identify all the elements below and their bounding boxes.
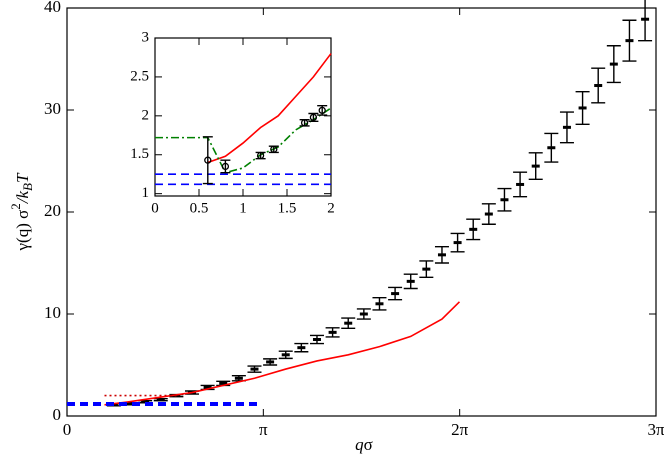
- point: [406, 279, 415, 283]
- x-tick-label: 0.5: [190, 200, 209, 216]
- x-tick-label: 3π: [647, 420, 664, 439]
- point: [391, 292, 400, 296]
- point: [328, 330, 337, 334]
- point: [531, 164, 540, 168]
- y-tick-label: 2.5: [130, 68, 149, 84]
- x-tick-label: 0: [63, 420, 72, 439]
- y-tick-label: 0: [53, 405, 62, 424]
- point: [221, 162, 230, 171]
- y-tick-label: 1.5: [130, 146, 149, 162]
- x-tick-label: π: [259, 420, 268, 439]
- y-tick-label: 20: [44, 201, 61, 220]
- point: [500, 198, 509, 202]
- point: [297, 346, 306, 350]
- point: [594, 84, 603, 88]
- point: [266, 360, 275, 364]
- y-tick-label: 30: [44, 99, 61, 118]
- point: [609, 62, 618, 66]
- point: [641, 17, 650, 21]
- y-label-part: γ(q) σ: [13, 210, 32, 252]
- point: [547, 146, 556, 150]
- x-tick-label: 2: [327, 200, 335, 216]
- point: [453, 241, 462, 245]
- y-tick-label: 40: [44, 0, 61, 16]
- point: [318, 106, 326, 115]
- point: [219, 381, 228, 385]
- point: [469, 227, 478, 231]
- point: [375, 302, 384, 306]
- point: [281, 353, 290, 357]
- y-axis-label: γ(q) σ2/kBT: [8, 172, 35, 251]
- line: [207, 53, 332, 164]
- x-tick-label: 2π: [451, 420, 469, 439]
- error-bar: [220, 159, 231, 174]
- point: [300, 119, 309, 127]
- point: [578, 106, 587, 110]
- x-tick-label: 1.5: [278, 200, 297, 216]
- point: [484, 212, 493, 216]
- x-axis-label: qσ: [355, 435, 373, 454]
- y-tick-label: 1: [142, 185, 150, 201]
- x-tick-label: 1: [239, 200, 247, 216]
- x-tick-label: 0: [151, 200, 159, 216]
- plot-frame: [154, 37, 332, 197]
- point: [516, 182, 525, 186]
- point: [125, 402, 134, 406]
- point: [422, 267, 431, 271]
- point: [437, 253, 446, 257]
- point: [156, 398, 165, 402]
- point: [256, 151, 265, 160]
- y-tick-label: 3: [142, 29, 150, 45]
- point: [359, 312, 368, 316]
- point: [562, 125, 571, 129]
- x-label-part: σ: [364, 435, 373, 454]
- point: [344, 321, 353, 325]
- point: [250, 367, 259, 371]
- x-label-part: q: [355, 435, 364, 454]
- y-label-part: 2: [8, 203, 23, 210]
- y-tick-label: 2: [142, 107, 150, 123]
- point: [270, 145, 278, 153]
- point: [309, 113, 318, 122]
- point: [203, 385, 212, 389]
- y-tick-label: 10: [44, 303, 61, 322]
- y-label-part: T: [13, 172, 32, 183]
- point: [234, 376, 243, 380]
- point: [204, 156, 212, 164]
- y-label-part: /k: [13, 191, 32, 205]
- point: [312, 338, 321, 341]
- error-bar: [202, 136, 213, 185]
- y-label-part: B: [20, 183, 35, 191]
- point: [141, 400, 150, 404]
- point: [625, 39, 634, 43]
